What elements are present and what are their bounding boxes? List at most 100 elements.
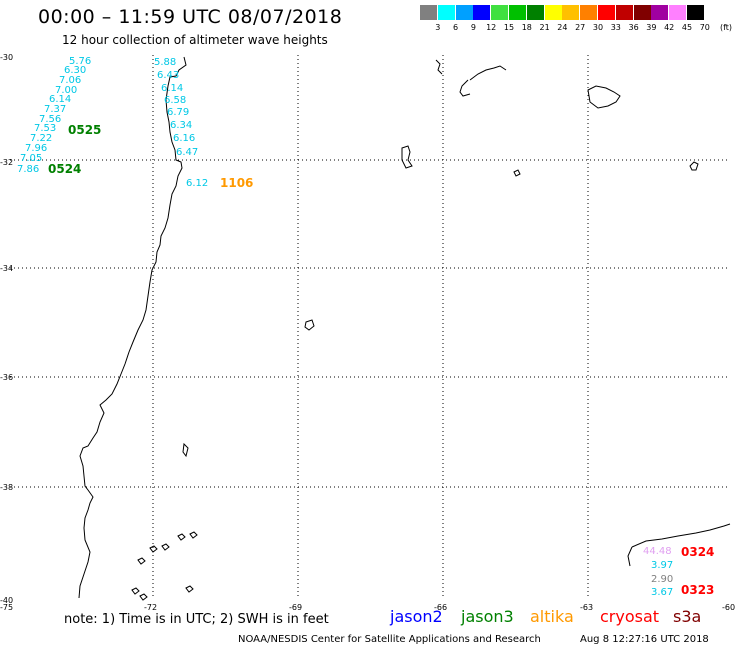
wave-height-value: 6.14	[49, 94, 71, 105]
legend-jason2: jason2	[390, 607, 443, 626]
map-title: 00:00 – 11:59 UTC 08/07/2018	[38, 6, 343, 28]
island-outline	[177, 533, 186, 541]
colorbar-swatch	[669, 5, 687, 20]
map-subtitle: 12 hour collection of altimeter wave hei…	[62, 33, 328, 47]
chile-coastline	[78, 56, 187, 599]
colorbar-label: 45	[681, 23, 693, 32]
island-outline	[689, 161, 699, 171]
colorbar-swatch	[687, 5, 704, 20]
pass-time-label: 0324	[681, 545, 714, 559]
wave-height-value: 7.86	[17, 164, 39, 175]
wave-height-value: 6.12	[186, 178, 208, 189]
units-note: note: 1) Time is in UTC; 2) SWH is in fe…	[64, 612, 329, 627]
island-outline	[139, 593, 148, 601]
latitude-label: -36	[0, 373, 13, 382]
wave-height-value: 6.14	[161, 83, 183, 94]
latitude-label: -34	[0, 264, 13, 273]
legend-cryosat: cryosat	[600, 607, 660, 626]
island-outline	[161, 543, 170, 551]
wave-height-value: 6.34	[170, 120, 192, 131]
credit-text: NOAA/NESDIS Center for Satellite Applica…	[238, 634, 541, 645]
wave-height-value: 7.05	[20, 153, 42, 164]
longitude-label: -63	[580, 603, 593, 612]
wave-height-value: 7.22	[30, 133, 52, 144]
wave-height-value: 6.47	[176, 147, 198, 158]
colorbar-swatch	[615, 5, 633, 20]
pass-time-label: 0524	[48, 162, 81, 176]
generated-timestamp: Aug 8 12:27:16 UTC 2018	[580, 634, 709, 645]
longitude-label: -72	[144, 603, 157, 612]
wave-height-value: 7.56	[39, 114, 61, 125]
longitude-label: -75	[0, 603, 13, 612]
colorbar-swatch	[580, 5, 598, 20]
wave-height-value: 5.76	[69, 56, 91, 67]
island-outline	[131, 587, 140, 595]
longitude-label: -60	[722, 603, 735, 612]
colorbar-swatch	[562, 5, 580, 20]
southern-coastline	[627, 546, 633, 567]
colorbar-label: 9	[470, 23, 476, 32]
colorbar-swatch	[651, 5, 669, 20]
wave-height-value: 6.43	[157, 70, 179, 81]
colorbar-label: 36	[628, 23, 639, 32]
longitude-label: -69	[289, 603, 302, 612]
argentina-coastline	[469, 65, 507, 81]
latitude-label: -32	[0, 158, 13, 167]
argentina-coastline	[459, 79, 471, 97]
island-outline	[137, 557, 146, 565]
colorbar-label: 39	[646, 23, 657, 32]
colorbar-swatch	[509, 5, 526, 20]
wave-height-value: 6.16	[173, 133, 195, 144]
wave-height-value: 6.79	[167, 107, 189, 118]
colorbar-label: 21	[539, 23, 550, 32]
pass-time-label: 0525	[68, 123, 101, 137]
wave-height-value: 6.30	[64, 65, 86, 76]
colorbar-label: 42	[664, 23, 675, 32]
island-outline	[189, 531, 198, 539]
wave-height-value: 5.88	[154, 57, 176, 68]
legend-jason3: jason3	[461, 607, 514, 626]
southern-coastline	[631, 523, 731, 548]
colorbar-swatch	[544, 5, 562, 20]
island-outline	[304, 319, 315, 331]
colorbar-swatch	[598, 5, 615, 20]
longitude-label: -66	[434, 603, 447, 612]
wave-height-value: 6.58	[164, 95, 186, 106]
colorbar-unit: (ft)	[720, 23, 733, 32]
wave-height-value: 7.37	[44, 104, 66, 115]
pass-time-label: 0323	[681, 583, 714, 597]
colorbar-swatch	[491, 5, 509, 20]
latitude-label: -30	[0, 53, 13, 62]
wave-height-value: 7.53	[34, 123, 56, 134]
wave-height-value: 7.96	[25, 143, 47, 154]
colorbar-label: 15	[503, 23, 515, 32]
wave-height-value: 3.97	[651, 560, 673, 571]
wave-height-value: 7.00	[55, 85, 77, 96]
colorbar-swatch	[420, 5, 437, 20]
colorbar-label: 24	[557, 23, 568, 32]
island-outline	[185, 585, 194, 593]
island-outline	[587, 85, 621, 109]
island-outline	[513, 169, 521, 177]
latitude-label: -38	[0, 483, 13, 492]
colorbar-swatch	[437, 5, 455, 20]
island-outline	[182, 442, 189, 458]
island-outline	[149, 545, 158, 553]
colorbar-label: 30	[592, 23, 604, 32]
colorbar-label: 33	[610, 23, 621, 32]
pass-time-label: 1106	[220, 176, 253, 190]
coast-fragment	[435, 59, 443, 75]
wave-height-value: 2.90	[651, 574, 673, 585]
wave-height-value: 7.06	[59, 75, 81, 86]
legend-s3a: s3a	[673, 607, 702, 626]
colorbar-label: 6	[453, 23, 459, 32]
colorbar-swatch	[633, 5, 651, 20]
colorbar-label: 27	[575, 23, 586, 32]
colorbar-label: 70	[699, 23, 710, 32]
colorbar-label: 18	[521, 23, 532, 32]
island-outline	[401, 145, 413, 169]
wave-height-value: 44.48	[643, 546, 672, 557]
latitude-label: -40	[0, 596, 13, 605]
colorbar-label: 3	[435, 23, 441, 32]
